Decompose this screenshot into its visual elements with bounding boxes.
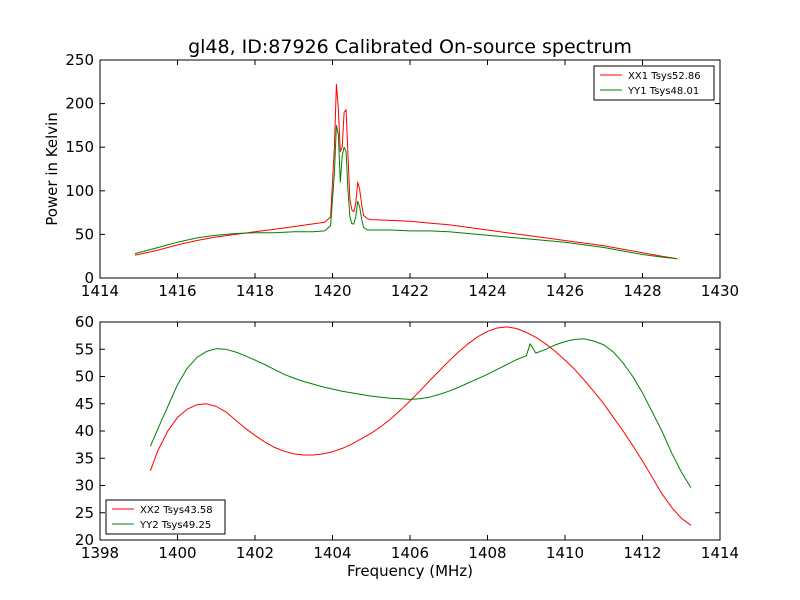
bottom-y-tick-label: 40	[75, 422, 94, 440]
top-x-tick-label: 1420	[313, 282, 351, 300]
bottom-series-line-xx	[149, 326, 692, 526]
bottom-y-tick-label: 60	[75, 313, 94, 331]
top-series-line-yy	[134, 124, 678, 260]
top-legend: XX1 Tsys52.86 YY1 Tsys48.01	[593, 65, 715, 101]
bottom-x-tick-label: 1406	[391, 544, 429, 562]
bottom-y-tick-label: 35	[75, 449, 94, 467]
top-x-tick-label: 1416	[158, 282, 196, 300]
figure-title: gl48, ID:87926 Calibrated On-source spec…	[188, 36, 632, 58]
top-x-tick-label: 1430	[701, 282, 739, 300]
top-subplot: 1414 1416 1418 1420 1422 1424 1426 1428 1430 0 50 1…	[43, 51, 739, 300]
bottom-subplot: 1398 1400 1402 1404 1406 1408 1410 1412 1414 20 25…	[75, 313, 739, 580]
bottom-plot-lines	[149, 326, 692, 526]
bottom-legend-xx2-label: XX2 Tsys43.58	[140, 505, 213, 516]
bottom-plot-frame	[99, 321, 721, 541]
bottom-x-tick-label: 1404	[313, 544, 351, 562]
top-series-line-xx	[134, 83, 678, 260]
bottom-y-tick-label: 45	[75, 395, 94, 413]
bottom-x-tick-label: 1408	[468, 544, 506, 562]
top-x-tick-label: 1428	[623, 282, 661, 300]
top-y-tick-label: 50	[75, 225, 94, 243]
bottom-x-tick-label: 1410	[546, 544, 584, 562]
bottom-y-tick-label: 50	[75, 368, 94, 386]
top-y-axis-label: Power in Kelvin	[43, 112, 61, 226]
top-x-tick-label: 1422	[391, 282, 429, 300]
bottom-legend-box	[105, 499, 226, 535]
bottom-y-tick-label: 20	[75, 531, 94, 549]
top-y-tick-label: 150	[65, 138, 94, 156]
top-plot-lines	[134, 83, 678, 260]
x-axis-label: Frequency (MHz)	[347, 562, 473, 580]
bottom-x-tick-label: 1402	[236, 544, 274, 562]
top-legend-box	[593, 65, 715, 101]
top-axis-ticks: 1414 1416 1418 1420 1422 1424 1426 1428 1430 0 50 1…	[65, 51, 739, 300]
bottom-x-tick-label: 1412	[623, 544, 661, 562]
bottom-axis-ticks: 1398 1400 1402 1404 1406 1408 1410 1412 1414 20 25…	[75, 313, 739, 562]
top-x-tick-label: 1426	[546, 282, 584, 300]
bottom-y-tick-label: 30	[75, 477, 94, 495]
bottom-y-tick-label: 55	[75, 340, 94, 358]
top-y-tick-label: 200	[65, 95, 94, 113]
top-x-tick-label: 1414	[81, 282, 119, 300]
bottom-x-tick-label: 1414	[701, 544, 739, 562]
bottom-legend-yy2-label: YY2 Tsys49.25	[139, 520, 211, 531]
bottom-x-tick-label: 1400	[158, 544, 196, 562]
top-x-tick-label: 1418	[236, 282, 274, 300]
top-plot-frame	[99, 59, 721, 279]
bottom-x-tick-label: 1398	[81, 544, 119, 562]
top-x-tick-label: 1424	[468, 282, 506, 300]
bottom-y-tick-label: 25	[75, 504, 94, 522]
bottom-legend: XX2 Tsys43.58 YY2 Tsys49.25	[105, 499, 226, 535]
top-y-tick-label: 0	[84, 269, 94, 287]
top-y-tick-label: 250	[65, 51, 94, 69]
bottom-series-line-yy	[149, 338, 692, 488]
top-y-tick-label: 100	[65, 182, 94, 200]
top-legend-yy1-label: YY1 Tsys48.01	[627, 86, 699, 97]
top-legend-xx1-label: XX1 Tsys52.86	[628, 71, 701, 82]
